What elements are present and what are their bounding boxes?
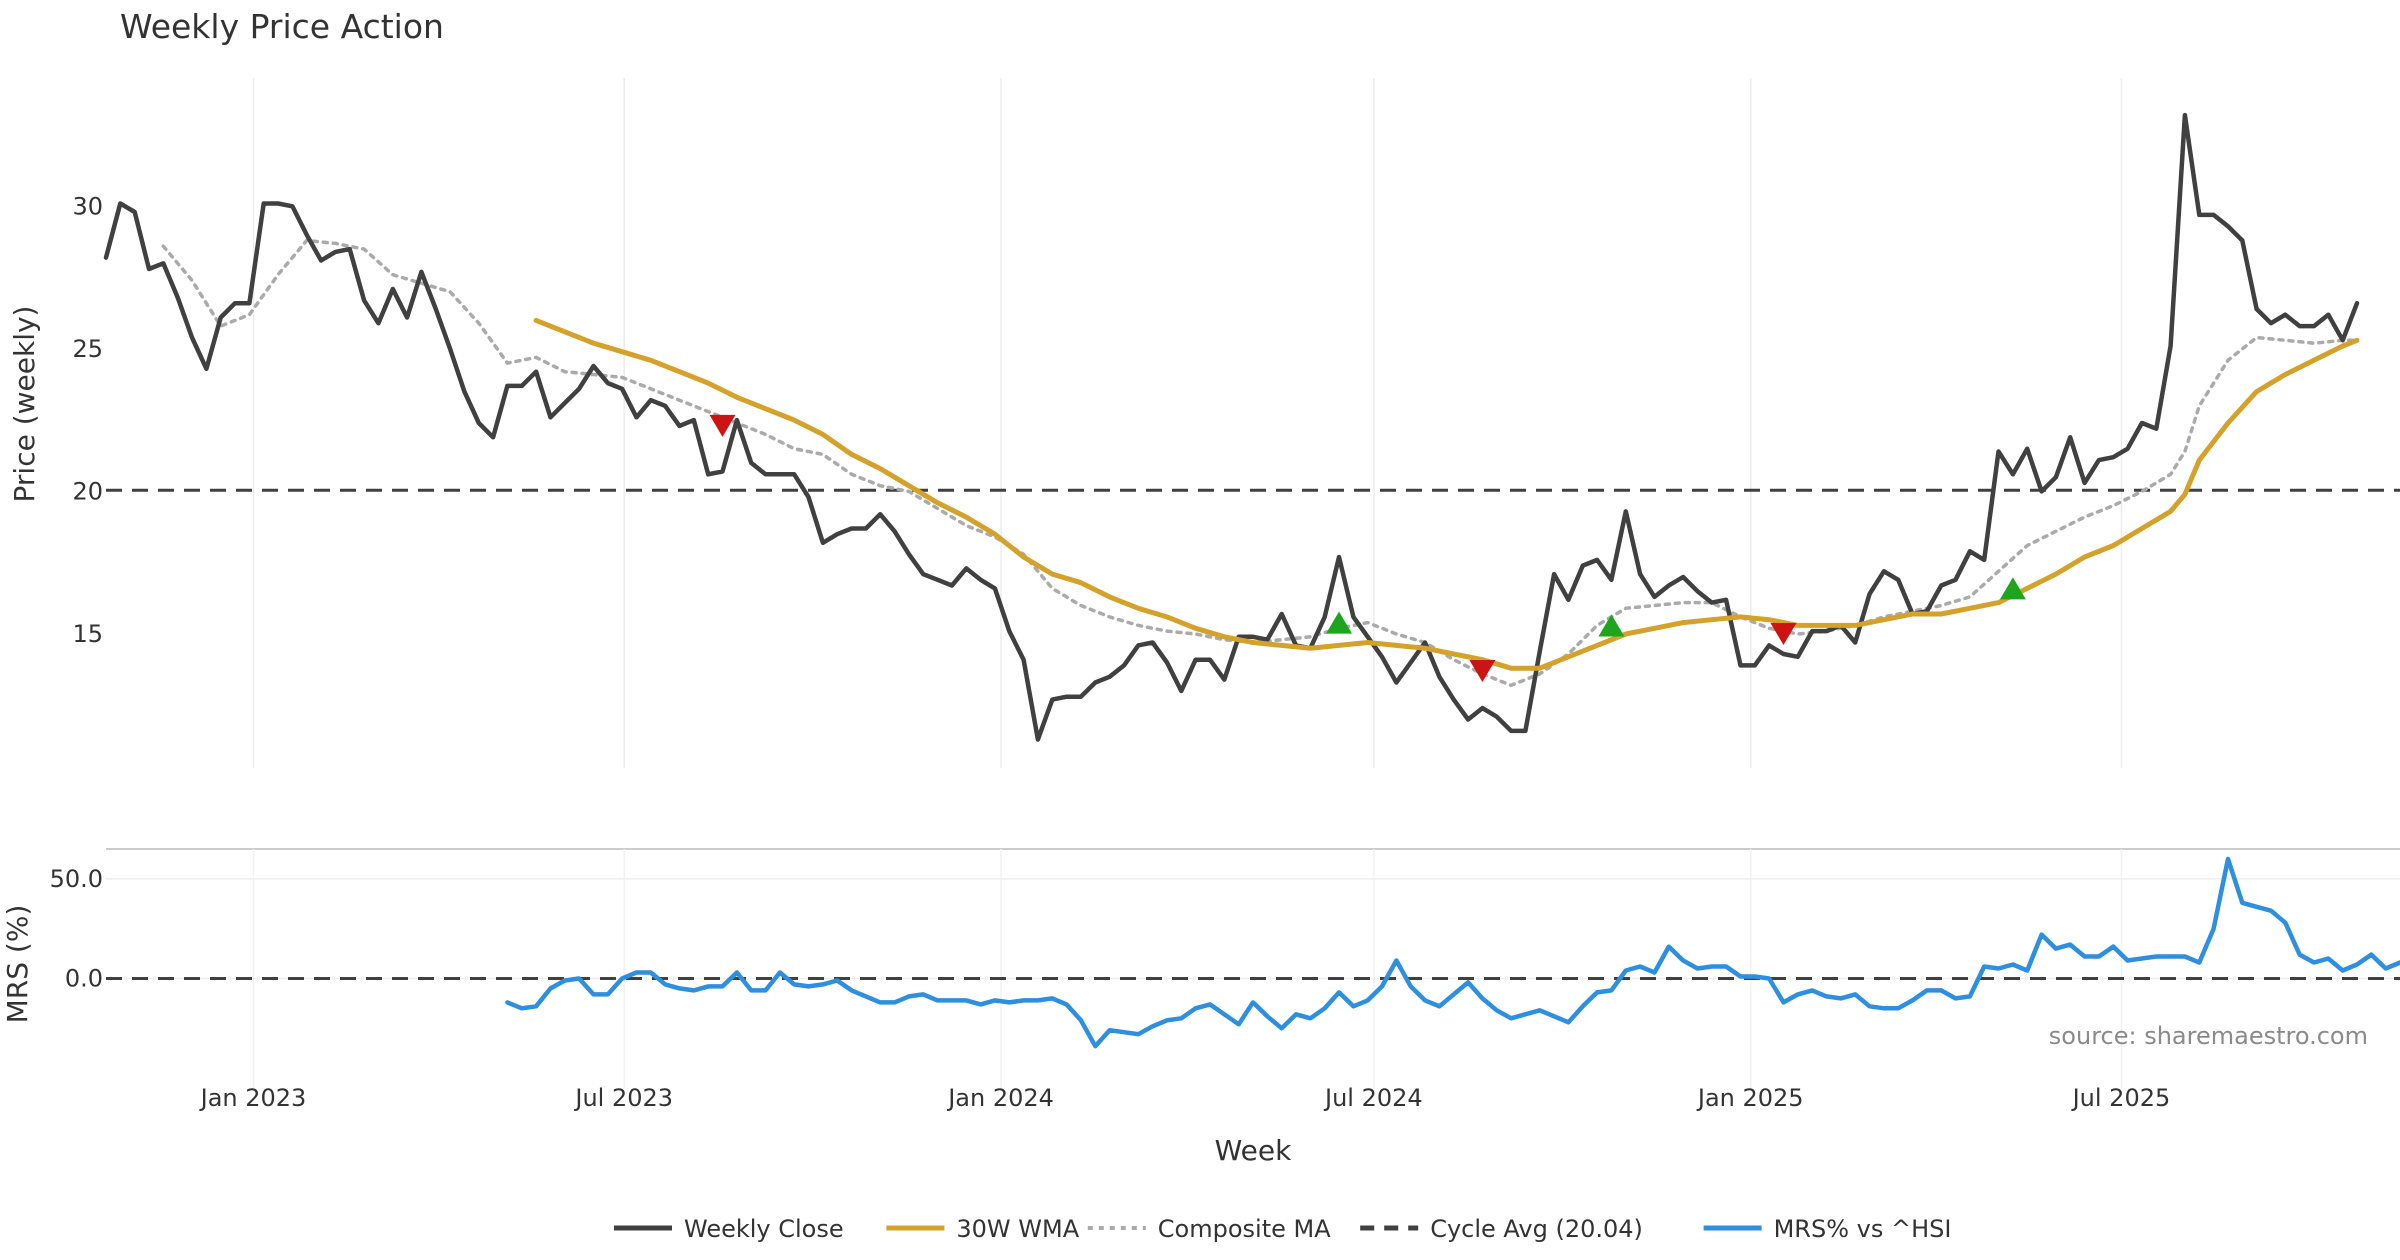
signal-marker-up-6 <box>1999 577 2026 600</box>
mrs-mrs-vs-hsi-line <box>505 856 2400 1049</box>
price-y-tick-25: 25 <box>72 335 103 363</box>
legend-weekly-close-label: Weekly Close <box>684 1215 844 1243</box>
price-weekly-close-line <box>103 112 2360 742</box>
mrs-gridlines <box>106 849 2400 1088</box>
mrs-y-ticks: 0.0 50.0 <box>50 865 103 993</box>
price-gridlines <box>252 78 2123 768</box>
x-tick-jan-2024: Jan 2024 <box>946 1084 1054 1112</box>
price-series <box>103 112 2400 742</box>
legend-mrs-vs-hsi-label: MRS% vs ^HSI <box>1774 1215 1952 1243</box>
source-note: source: sharemaestro.com <box>2049 1022 2368 1050</box>
x-tick-jul-2023: Jul 2023 <box>573 1084 673 1112</box>
price-panel: 15 20 25 30 Price (weekly) <box>8 78 2400 768</box>
price-y-ticks: 15 20 25 30 <box>72 192 103 648</box>
x-tick-jan-2023: Jan 2023 <box>199 1084 307 1112</box>
mrs-y-tick-50-0: 50.0 <box>50 865 103 893</box>
price-y-tick-30: 30 <box>72 192 103 220</box>
x-tick-jul-2025: Jul 2025 <box>2071 1084 2171 1112</box>
price-30w-wma-line <box>533 317 2360 671</box>
x-axis-label: Week <box>1215 1134 1292 1167</box>
legend-cycle-avg-20-04-label: Cycle Avg (20.04) <box>1430 1215 1643 1243</box>
mrs-panel: 0.0 50.0 MRS (%) source: sharemaestro.com <box>1 849 2400 1088</box>
signal-markers <box>709 414 2026 683</box>
chart-title: Weekly Price Action <box>120 7 444 46</box>
mrs-y-axis-label: MRS (%) <box>1 905 34 1024</box>
x-tick-jul-2024: Jul 2024 <box>1323 1084 1423 1112</box>
signal-marker-down-5 <box>1770 622 1797 645</box>
signal-marker-down-1 <box>709 414 736 437</box>
price-y-tick-15: 15 <box>72 620 103 648</box>
price-composite-ma-line <box>161 238 2359 688</box>
mrs-y-tick-0-0: 0.0 <box>65 964 103 992</box>
x-axis-ticks: Jan 2023 Jul 2023 Jan 2024 Jul 2024 Jan 2025… <box>199 1084 2171 1112</box>
legend-composite-ma-label: Composite MA <box>1158 1215 1331 1243</box>
mrs-series <box>106 856 2400 1049</box>
legend: Weekly Close 30W WMA Composite MA Cycle Avg… <box>614 1215 1951 1243</box>
signal-marker-down-3 <box>1469 660 1496 683</box>
price-y-tick-20: 20 <box>72 477 103 505</box>
signal-marker-up-2 <box>1326 611 1353 634</box>
x-tick-jan-2025: Jan 2025 <box>1696 1084 1804 1112</box>
signal-marker-up-4 <box>1598 614 1625 637</box>
price-y-axis-label: Price (weekly) <box>8 306 41 503</box>
legend-30w-wma-label: 30W WMA <box>956 1215 1079 1243</box>
